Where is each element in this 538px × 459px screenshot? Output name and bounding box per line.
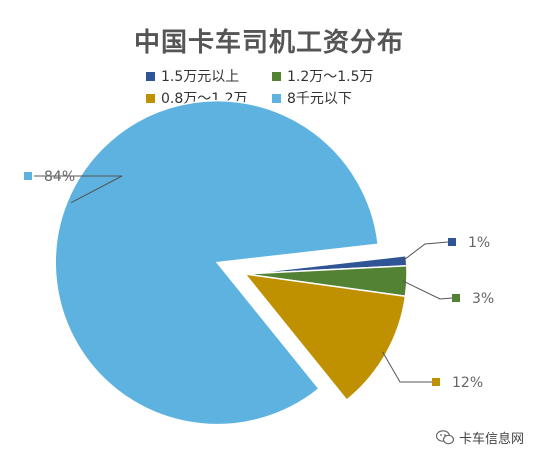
data-label-4: 84% <box>44 169 75 185</box>
legend-label-2: 1.2万～1.5万 <box>287 69 374 85</box>
legend-swatch-1 <box>146 71 155 81</box>
leader-line-1 <box>402 241 449 262</box>
watermark-text: 卡车信息网 <box>458 432 524 447</box>
pie-slice-4 <box>54 99 380 426</box>
watermark: 卡车信息网 <box>435 428 524 447</box>
pie-slice-3 <box>243 272 407 402</box>
legend-label-1: 1.5万元以上 <box>161 69 240 85</box>
legend-swatch-2 <box>272 71 281 81</box>
data-label-3: 12% <box>452 375 483 391</box>
chart-title: 中国卡车司机工资分布 <box>133 28 404 58</box>
data-label-1: 1% <box>468 235 490 251</box>
leader-line-2 <box>402 280 453 300</box>
legend-swatch-4 <box>272 93 281 103</box>
leader-line-3 <box>382 351 432 383</box>
label-swatch-3 <box>432 378 440 386</box>
legend-item-2: 1.2万～1.5万 <box>272 66 422 86</box>
label-swatch-1 <box>448 238 456 246</box>
label-swatch-2 <box>452 294 460 302</box>
data-label-2: 3% <box>472 291 494 307</box>
legend-swatch-3 <box>146 93 155 103</box>
legend-item-1: 1.5万元以上 <box>146 66 272 86</box>
legend-label-4: 8千元以下 <box>287 91 352 107</box>
legend-item-4: 8千元以下 <box>272 88 422 108</box>
label-swatch-4 <box>24 172 32 180</box>
wechat-icon <box>435 430 454 445</box>
leader-line-4 <box>34 175 123 204</box>
